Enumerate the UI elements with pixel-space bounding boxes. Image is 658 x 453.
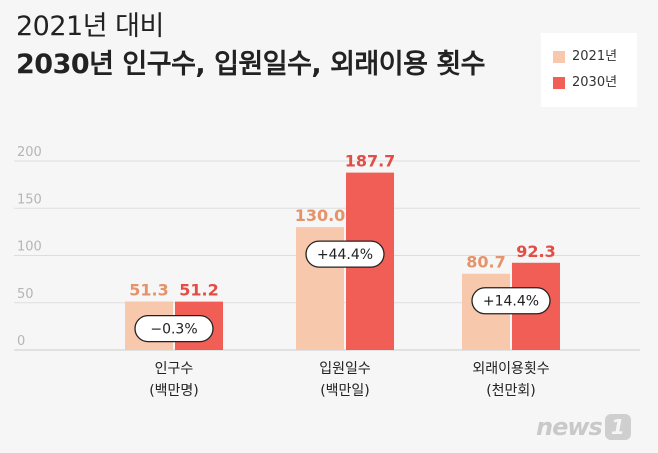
legend-label-2030: 2030년 [572,75,618,90]
legend-label-2021: 2021년 [572,49,618,64]
x-tick-unit: (백만명) [149,383,199,399]
y-tick-label: 150 [17,192,42,207]
change-label: +44.4% [317,247,373,263]
data-label: 92.3 [516,242,555,261]
x-tick-label: 인구수 [155,361,194,377]
data-label: 51.3 [129,281,168,300]
legend-swatch-2021 [553,51,565,63]
data-label: 80.7 [466,253,505,272]
legend-swatch-2030 [553,77,565,89]
change-label: −0.3% [150,322,197,338]
legend: 2021년 2030년 [541,33,637,107]
news1-logo: news 1 [536,413,631,441]
change-label: +14.4% [483,294,539,310]
data-label: 51.2 [179,281,218,300]
y-tick-label: 100 [17,240,42,255]
logo-badge-number: 1 [610,415,625,439]
title-line-1: 2021년 대비 [16,11,164,42]
y-tick-label: 200 [17,145,42,160]
change-pill [471,287,551,315]
legend-item-2021: 2021년 [553,47,617,67]
title-line-2: 2030년 인구수, 입원일수, 외래이용 횟수 [16,49,486,80]
legend-item-2030: 2030년 [553,73,617,93]
chart-title: 2021년 대비 2030년 인구수, 입원일수, 외래이용 횟수 [16,8,486,84]
data-label: 187.7 [345,152,396,171]
x-tick-unit: (백만일) [320,383,370,399]
y-tick-label: 0 [17,334,25,349]
x-tick-label: 외래이용횟수 [472,361,549,377]
logo-badge: 1 [604,414,631,440]
data-label: 130.0 [295,206,346,225]
logo-text: news [536,413,603,441]
change-pill [305,240,385,268]
y-tick-label: 50 [17,287,34,302]
x-tick-label: 입원일수 [319,361,371,377]
x-tick-unit: (천만회) [486,383,536,399]
change-pill [134,314,214,343]
